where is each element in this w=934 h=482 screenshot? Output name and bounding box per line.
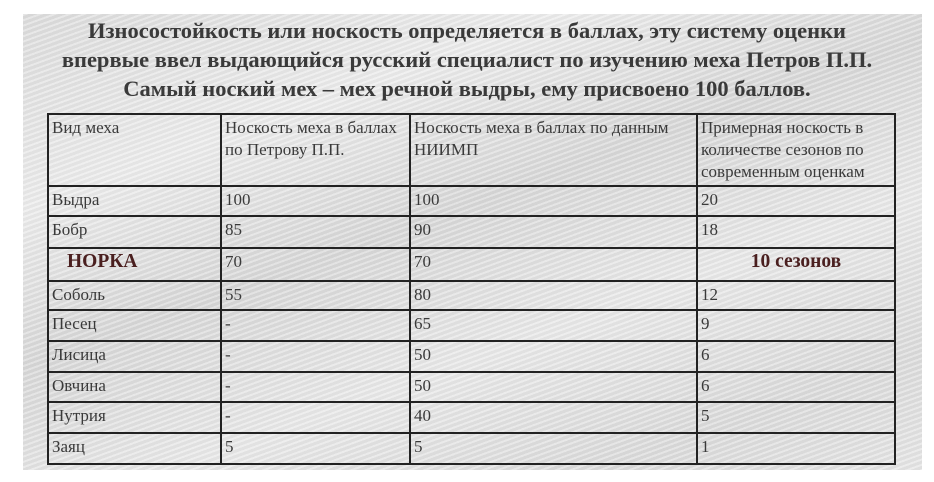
cell-niimp-score: 50	[409, 340, 698, 373]
header-niimp-score: Носкость меха в баллах по данным НИИМП	[409, 113, 698, 187]
cell-niimp-score: 100	[409, 185, 698, 217]
cell-fur-type: Соболь	[47, 280, 222, 311]
table-row: Овчина -50 6	[47, 371, 896, 403]
cell-niimp-score: 70	[409, 247, 698, 282]
cell-seasons: 1	[696, 432, 896, 465]
table-row: Заяц 5 5 1	[47, 432, 896, 465]
cell-petrov-score: 70	[220, 247, 411, 282]
cell-petrov-score: -	[220, 309, 411, 342]
table-row: Соболь 55 80 12	[47, 280, 896, 311]
cell-seasons: 6	[696, 371, 896, 403]
cell-seasons: 12	[696, 280, 896, 311]
cell-seasons: 20	[696, 185, 896, 217]
title-line-3: Самый ноский мех – мех речной выдры, ему…	[123, 76, 811, 101]
cell-fur-type: Бобр	[47, 215, 222, 249]
header-seasons: Примерная носкость в количестве сезонов …	[696, 113, 896, 187]
cell-petrov-score: -	[220, 371, 411, 403]
fur-durability-table: Вид меха Носкость меха в баллах по Петро…	[47, 113, 896, 465]
cell-petrov-score: -	[220, 401, 411, 434]
cell-petrov-score: 55	[220, 280, 411, 311]
cell-fur-type: Заяц	[47, 432, 222, 465]
table-row: Лисица -50 6	[47, 340, 896, 373]
cell-fur-type: Лисица	[47, 340, 222, 373]
cell-seasons: 18	[696, 215, 896, 249]
table-row: Песец -65 9	[47, 309, 896, 342]
cell-seasons: 9	[696, 309, 896, 342]
slide-title: Износостойкость или носкость определяетс…	[0, 16, 934, 103]
cell-petrov-score: -	[220, 340, 411, 373]
title-line-1: Износостойкость или носкость определяетс…	[87, 18, 847, 43]
cell-seasons: 10 сезонов	[696, 247, 896, 282]
title-line-2: впервые ввел выдающийся русский специали…	[61, 47, 873, 72]
cell-seasons: 6	[696, 340, 896, 373]
cell-fur-type: Выдра	[47, 185, 222, 217]
header-petrov-score: Носкость меха в баллах по Петрову П.П.	[220, 113, 411, 187]
table-row: Нутрия -40 5	[47, 401, 896, 434]
table-row: Бобр 85 90 18	[47, 215, 896, 249]
cell-petrov-score: 100	[220, 185, 411, 217]
table-row: Выдра 100 100 20	[47, 185, 896, 217]
cell-seasons: 5	[696, 401, 896, 434]
cell-niimp-score: 50	[409, 371, 698, 403]
cell-niimp-score: 80	[409, 280, 698, 311]
cell-fur-type: Песец	[47, 309, 222, 342]
cell-niimp-score: 5	[409, 432, 698, 465]
table-row: НОРКА 70 70 10 сезонов	[47, 247, 896, 282]
table-header-row: Вид меха Носкость меха в баллах по Петро…	[47, 113, 896, 187]
cell-niimp-score: 65	[409, 309, 698, 342]
header-fur-type: Вид меха	[47, 113, 222, 187]
cell-fur-type: Овчина	[47, 371, 222, 403]
cell-fur-type: НОРКА	[47, 247, 222, 282]
cell-petrov-score: 5	[220, 432, 411, 465]
cell-fur-type: Нутрия	[47, 401, 222, 434]
cell-niimp-score: 90	[409, 215, 698, 249]
cell-petrov-score: 85	[220, 215, 411, 249]
cell-niimp-score: 40	[409, 401, 698, 434]
